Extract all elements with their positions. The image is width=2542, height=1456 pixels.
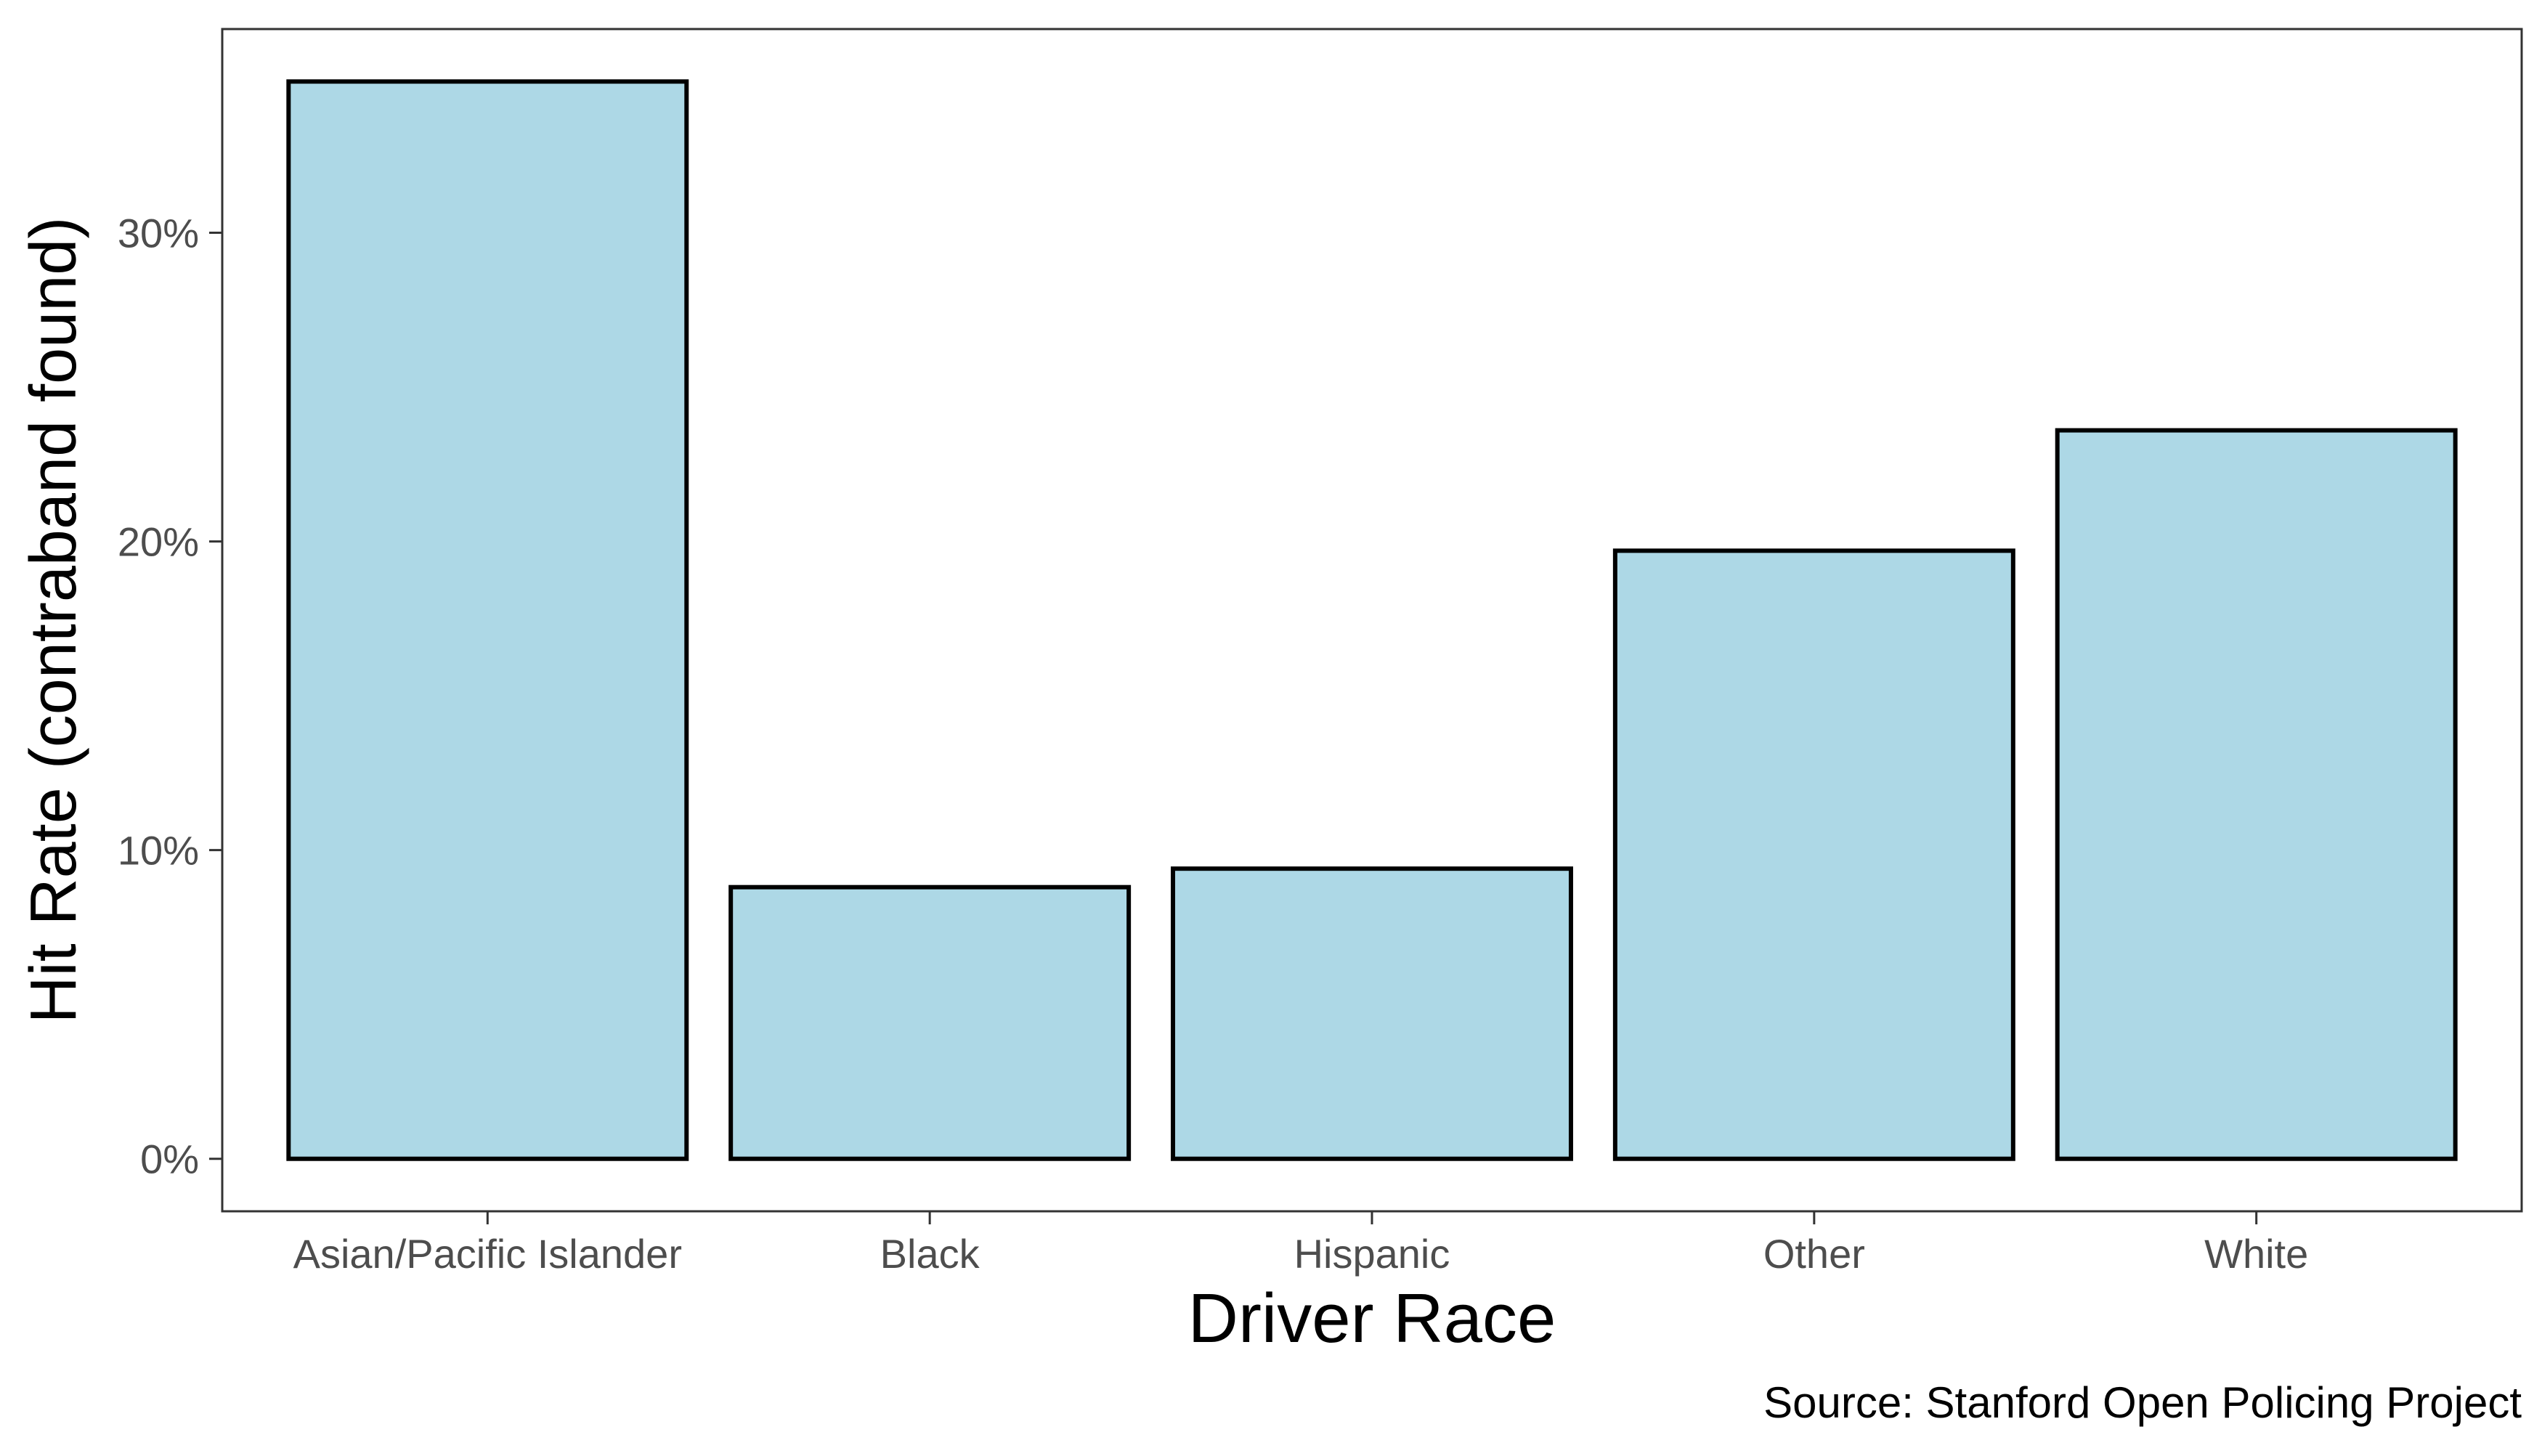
bar <box>2055 428 2458 1161</box>
y-tick-label: 10% <box>118 828 199 874</box>
x-axis-title: Driver Race <box>1188 1280 1556 1357</box>
x-tick-label: Black <box>880 1231 980 1277</box>
y-axis: 0% 10% 20% 30% <box>118 211 222 1182</box>
source-caption: Source: Stanford Open Policing Project <box>1763 1378 2522 1427</box>
y-tick-label: 30% <box>118 211 199 256</box>
y-tick-label: 20% <box>118 519 199 565</box>
x-tick-label: Asian/Pacific Islander <box>293 1231 682 1277</box>
bar <box>1171 866 1573 1161</box>
x-axis: Asian/Pacific Islander Black Hispanic Other… <box>293 1211 2308 1277</box>
bar <box>286 79 689 1161</box>
y-tick-label: 0% <box>140 1136 199 1182</box>
bars-layer <box>286 79 2458 1161</box>
x-tick-label: White <box>2204 1231 2308 1277</box>
x-tick-label: Hispanic <box>1294 1231 1450 1277</box>
bar <box>728 884 1132 1161</box>
y-axis-title: Hit Rate (contraband found) <box>17 217 90 1024</box>
x-tick-label: Other <box>1763 1231 1865 1277</box>
bar <box>1612 548 2015 1161</box>
